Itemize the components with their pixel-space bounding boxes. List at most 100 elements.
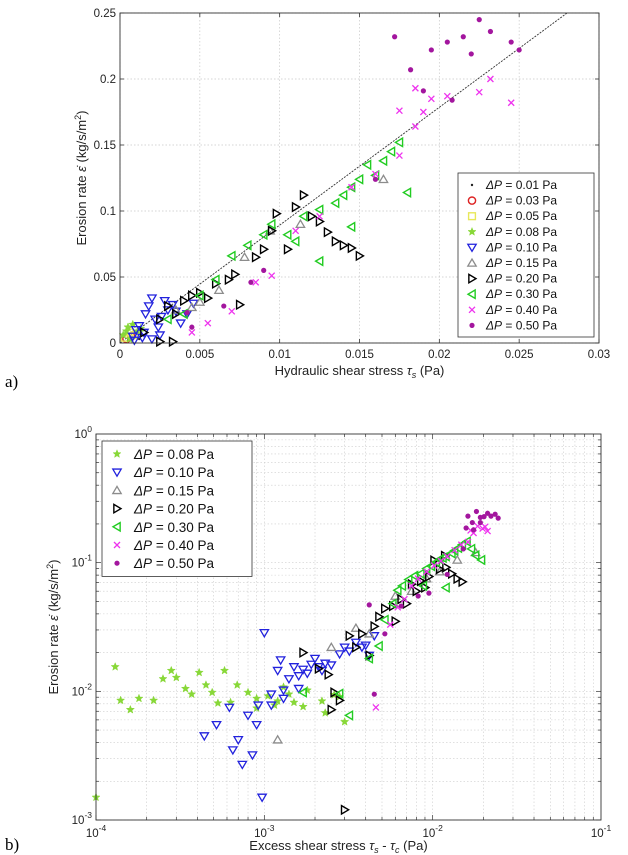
data-point bbox=[396, 580, 407, 592]
data-point bbox=[343, 709, 354, 721]
legend-prefix: ΔP bbox=[133, 465, 152, 480]
legend-prefix: ΔP bbox=[485, 318, 502, 332]
y-label-unit: (kg/s/m bbox=[46, 569, 61, 615]
data-point bbox=[164, 300, 174, 312]
data-point bbox=[319, 659, 331, 669]
legend-label: ΔP = 0.50 Pa bbox=[485, 318, 557, 332]
data-point bbox=[355, 250, 365, 262]
legend-label: ΔP = 0.20 Pa bbox=[485, 272, 557, 286]
legend-value: = 0.08 Pa bbox=[152, 447, 214, 462]
data-point bbox=[516, 47, 522, 53]
data-point bbox=[443, 92, 451, 100]
data-point bbox=[484, 527, 492, 535]
data-point bbox=[221, 303, 227, 309]
legend-value: = 0.15 Pa bbox=[152, 483, 214, 498]
data-point bbox=[335, 694, 345, 706]
data-point bbox=[392, 34, 398, 40]
data-point bbox=[252, 278, 260, 286]
legend-value: = 0.40 Pa bbox=[502, 303, 557, 317]
legend-label: ΔP = 0.20 Pa bbox=[133, 502, 214, 517]
data-point bbox=[210, 274, 220, 286]
legend-marker bbox=[113, 541, 121, 549]
data-point bbox=[293, 672, 305, 682]
data-point bbox=[140, 310, 151, 320]
tick-exp: -1 bbox=[84, 553, 92, 563]
data-point bbox=[324, 669, 334, 680]
series-0.30 bbox=[162, 136, 412, 325]
data-point bbox=[331, 235, 341, 247]
data-point bbox=[227, 746, 239, 756]
data-point bbox=[427, 95, 435, 103]
data-point bbox=[236, 760, 248, 770]
data-point bbox=[154, 331, 166, 341]
data-point bbox=[232, 680, 242, 689]
data-point bbox=[411, 123, 419, 130]
data-point bbox=[134, 693, 144, 703]
data-point bbox=[375, 611, 385, 623]
data-point bbox=[464, 538, 472, 546]
legend-value: = 0.30 Pa bbox=[502, 287, 557, 301]
data-point bbox=[495, 515, 501, 521]
legend-prefix: ΔP bbox=[485, 256, 502, 270]
data-point bbox=[258, 629, 270, 639]
data-point bbox=[115, 695, 126, 705]
data-point bbox=[316, 212, 324, 220]
data-point bbox=[213, 698, 223, 708]
tick-exp: -2 bbox=[435, 823, 443, 833]
x-label-sub: s bbox=[412, 370, 417, 380]
data-point bbox=[378, 174, 389, 184]
data-point bbox=[258, 229, 268, 241]
data-point bbox=[339, 239, 349, 251]
data-point bbox=[298, 210, 308, 222]
data-point bbox=[473, 508, 480, 515]
legend-prefix: ΔP bbox=[485, 272, 502, 286]
data-point bbox=[420, 88, 426, 94]
data-point bbox=[228, 307, 236, 315]
panel-label-a: a) bbox=[5, 372, 18, 391]
data-point bbox=[166, 665, 176, 675]
legend-value: = 0.03 Pa bbox=[502, 194, 557, 208]
data-point bbox=[175, 319, 187, 329]
data-point bbox=[468, 51, 474, 57]
data-point bbox=[289, 697, 299, 707]
x-tick-label: 10-4 bbox=[86, 823, 107, 840]
data-point bbox=[213, 284, 225, 295]
y-tick-label: 0 bbox=[110, 338, 116, 350]
data-point bbox=[239, 251, 250, 262]
legend-value: = 0.40 Pa bbox=[152, 538, 214, 553]
legend-label: ΔP = 0.10 Pa bbox=[133, 465, 214, 480]
data-point bbox=[402, 187, 412, 198]
data-point bbox=[198, 732, 210, 742]
data-point bbox=[371, 691, 377, 697]
data-point bbox=[125, 704, 136, 714]
data-point bbox=[278, 694, 289, 704]
data-point bbox=[184, 310, 190, 316]
data-point bbox=[283, 675, 295, 685]
data-point bbox=[140, 327, 150, 338]
data-point bbox=[352, 641, 362, 653]
data-point bbox=[358, 628, 368, 640]
data-point bbox=[330, 687, 340, 698]
data-point bbox=[301, 669, 313, 679]
data-point bbox=[492, 511, 498, 517]
panel-a-chart: 0 0.005 0.01 0.015 0.02 0.025 0.03 0 0.05 0.1 0.15… bbox=[73, 8, 610, 380]
data-point bbox=[305, 660, 317, 670]
x-label-main: Excess shear stress bbox=[249, 838, 369, 853]
legend-marker bbox=[114, 560, 120, 566]
data-point bbox=[323, 226, 333, 238]
y-tick-label: 100 bbox=[74, 424, 92, 441]
x-label-unit: (Pa) bbox=[400, 838, 428, 853]
data-point bbox=[272, 666, 283, 676]
legend-label: ΔP = 0.30 Pa bbox=[133, 520, 214, 535]
legend-marker bbox=[111, 521, 121, 533]
data-point bbox=[386, 146, 396, 158]
data-point bbox=[423, 568, 431, 576]
data-point bbox=[156, 313, 166, 325]
data-point bbox=[194, 296, 206, 306]
tick-exp: 0 bbox=[87, 424, 92, 434]
legend-prefix: ΔP bbox=[133, 520, 152, 535]
x-tick-label: 0.005 bbox=[185, 349, 214, 361]
data-point bbox=[146, 294, 158, 304]
data-point bbox=[414, 575, 422, 583]
data-point bbox=[293, 684, 305, 694]
